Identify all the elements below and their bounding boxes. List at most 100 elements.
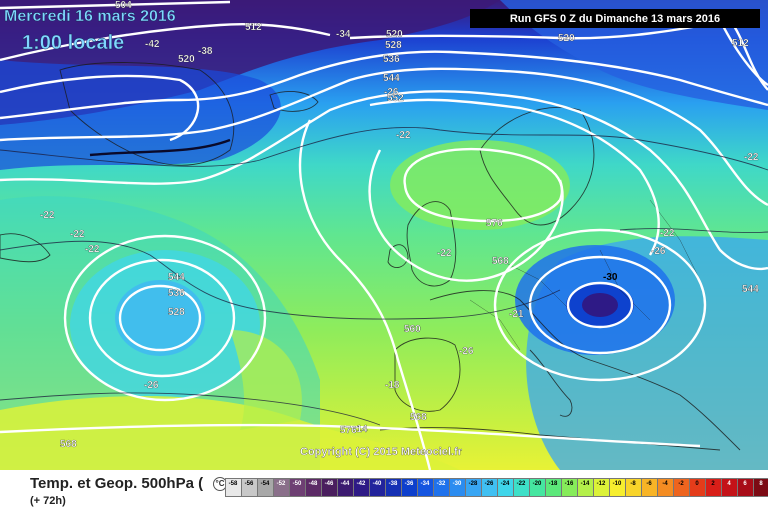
contour-552	[369, 98, 660, 256]
color-scale-cell	[673, 478, 690, 497]
contour-label-g520c: 520	[558, 33, 575, 44]
color-scale-cell	[369, 478, 386, 497]
ireland-coast	[387, 244, 409, 268]
color-scale-cell	[449, 478, 466, 497]
contour-label-g552: 552	[387, 93, 404, 104]
contour-label-g528b: 528	[168, 307, 185, 318]
color-scale-cell	[465, 478, 482, 497]
contour-label-t14: -14	[353, 424, 368, 435]
contour-560	[298, 119, 432, 470]
color-scale-cell	[321, 478, 338, 497]
color-scale-cell	[385, 478, 402, 497]
contour-south	[0, 423, 701, 448]
color-scale-cell	[641, 478, 658, 497]
date-title: Mercredi 16 mars 2016	[4, 8, 176, 25]
contour-label-g528a: 528	[385, 40, 402, 51]
color-scale-cell	[689, 478, 706, 497]
high-north-sea	[390, 140, 570, 230]
color-scale	[225, 478, 768, 497]
color-scale-cell	[545, 478, 562, 497]
contour-low-balkans-inner	[566, 281, 634, 329]
contour-576	[403, 147, 563, 223]
isotherm-b	[0, 240, 561, 320]
newfoundland-coast	[0, 233, 51, 263]
contour-label-g544b: 544	[168, 272, 185, 283]
border-d	[649, 199, 701, 281]
africa-coast	[379, 427, 721, 451]
contour-label-t22g: -22	[744, 152, 759, 163]
contour-low-atlantic-inner	[118, 284, 202, 352]
color-scale-cell	[529, 478, 546, 497]
contour-low-atlantic-outer	[63, 234, 267, 402]
color-scale-cell	[417, 478, 434, 497]
contour-504	[0, 0, 231, 10]
contour-label-g576b: 576	[340, 425, 357, 436]
contour-label-g512b: 512	[732, 38, 749, 49]
contour-label-t22c: -22	[70, 229, 85, 240]
contour-low-balkans-outer	[493, 228, 707, 382]
color-scale-cell	[337, 478, 354, 497]
color-scale-cell	[241, 478, 258, 497]
contour-568	[368, 149, 564, 282]
isotherm-a	[0, 126, 768, 171]
contour-label-t26b: -26	[144, 380, 159, 391]
italy-coast	[529, 349, 573, 417]
contour-label-g568b: 568	[410, 412, 427, 423]
contour-label-t22f: -22	[660, 228, 675, 239]
cold-low-atlantic-core	[115, 280, 205, 356]
cold-front-greenland	[89, 138, 231, 157]
contour-label-g568a: 568	[492, 256, 509, 267]
color-scale-cell	[609, 478, 626, 497]
contour-label-t26d: -26	[651, 246, 666, 257]
color-scale-cell	[401, 478, 418, 497]
color-scale-cell	[289, 478, 306, 497]
color-scale-cell	[257, 478, 274, 497]
geopotential-contours	[0, 0, 768, 470]
contour-label-t21: -21	[509, 309, 524, 320]
color-scale-cell	[561, 478, 578, 497]
contour-label-g520b: 520	[386, 29, 403, 40]
iberia-coast	[394, 337, 461, 412]
contour-east	[718, 19, 768, 87]
color-scale-cell	[625, 478, 642, 497]
color-scale-cell	[657, 478, 674, 497]
contour-label-t42: -42	[145, 39, 160, 50]
contour-520	[0, 18, 768, 142]
contour-label-g504: 504	[115, 0, 132, 11]
color-scale-cell	[305, 478, 322, 497]
isotherms	[0, 126, 768, 426]
contour-label-t22a: -22	[396, 130, 411, 141]
copyright-notice: Copyright (C) 2015 Meteociel.fr	[300, 446, 463, 458]
contour-label-g536a: 536	[383, 54, 400, 65]
contour-label-t38: -38	[198, 46, 213, 57]
contour-label-g520a: 520	[178, 54, 195, 65]
contour-low-balkans-mid	[528, 255, 672, 355]
run-info-box	[470, 9, 760, 28]
contour-label-t22d: -22	[85, 244, 100, 255]
contour-label-g560: 560	[404, 324, 421, 335]
border-c	[599, 249, 651, 321]
parameter-label: Temp. et Geop. 500hPa (	[30, 475, 204, 492]
border-a	[469, 299, 521, 351]
warm-tongue-south	[0, 396, 460, 470]
isotherm-d	[619, 228, 768, 234]
contour-label-g512a: 512	[245, 22, 262, 33]
color-scale-cell	[353, 478, 370, 497]
color-scale-cell	[705, 478, 722, 497]
isotherm-c	[0, 392, 381, 426]
greenland-coast	[59, 62, 235, 166]
contour-label-t34: -34	[336, 29, 351, 40]
contour-label-g568c: 568	[60, 439, 77, 450]
contour-label-t26c: -26	[459, 346, 474, 357]
warm-tongue-sw	[230, 330, 302, 430]
contour-512	[0, 23, 331, 62]
color-scale-cell	[593, 478, 610, 497]
contour-label-g544c: 544	[742, 284, 759, 295]
lead-time: (+ 72h)	[30, 495, 66, 507]
color-scale-cell	[721, 478, 738, 497]
iceland-coast	[269, 91, 319, 112]
cold-pool-greenland	[0, 60, 281, 170]
